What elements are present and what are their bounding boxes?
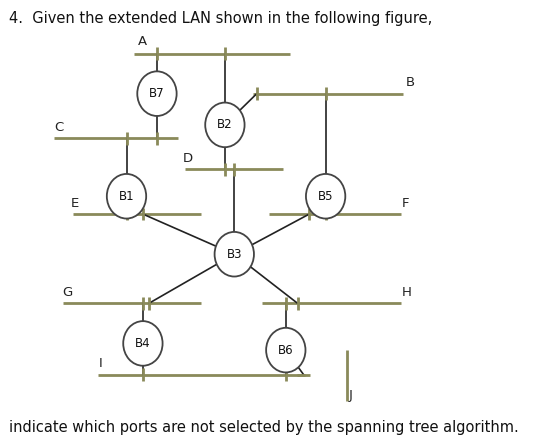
Text: C: C [54, 121, 63, 134]
Text: D: D [183, 152, 193, 165]
Text: B5: B5 [318, 190, 334, 203]
Text: B6: B6 [278, 343, 294, 357]
Text: A: A [138, 35, 147, 48]
Text: 4.  Given the extended LAN shown in the following figure,: 4. Given the extended LAN shown in the f… [9, 11, 433, 26]
Ellipse shape [205, 103, 245, 147]
Text: I: I [98, 357, 102, 370]
Text: indicate which ports are not selected by the spanning tree algorithm.: indicate which ports are not selected by… [9, 420, 519, 435]
Ellipse shape [107, 174, 146, 219]
Text: B2: B2 [217, 118, 233, 132]
Text: F: F [402, 197, 410, 210]
Ellipse shape [123, 321, 162, 366]
Text: B: B [405, 76, 414, 89]
Text: B3: B3 [226, 248, 242, 261]
Text: H: H [402, 286, 412, 299]
Ellipse shape [137, 71, 177, 116]
Ellipse shape [215, 232, 254, 277]
Ellipse shape [266, 328, 305, 372]
Ellipse shape [306, 174, 345, 219]
Text: B7: B7 [149, 87, 165, 100]
Text: B4: B4 [135, 337, 151, 350]
Text: G: G [62, 286, 72, 299]
Text: J: J [349, 389, 353, 402]
Text: B1: B1 [118, 190, 135, 203]
Text: E: E [71, 197, 80, 210]
